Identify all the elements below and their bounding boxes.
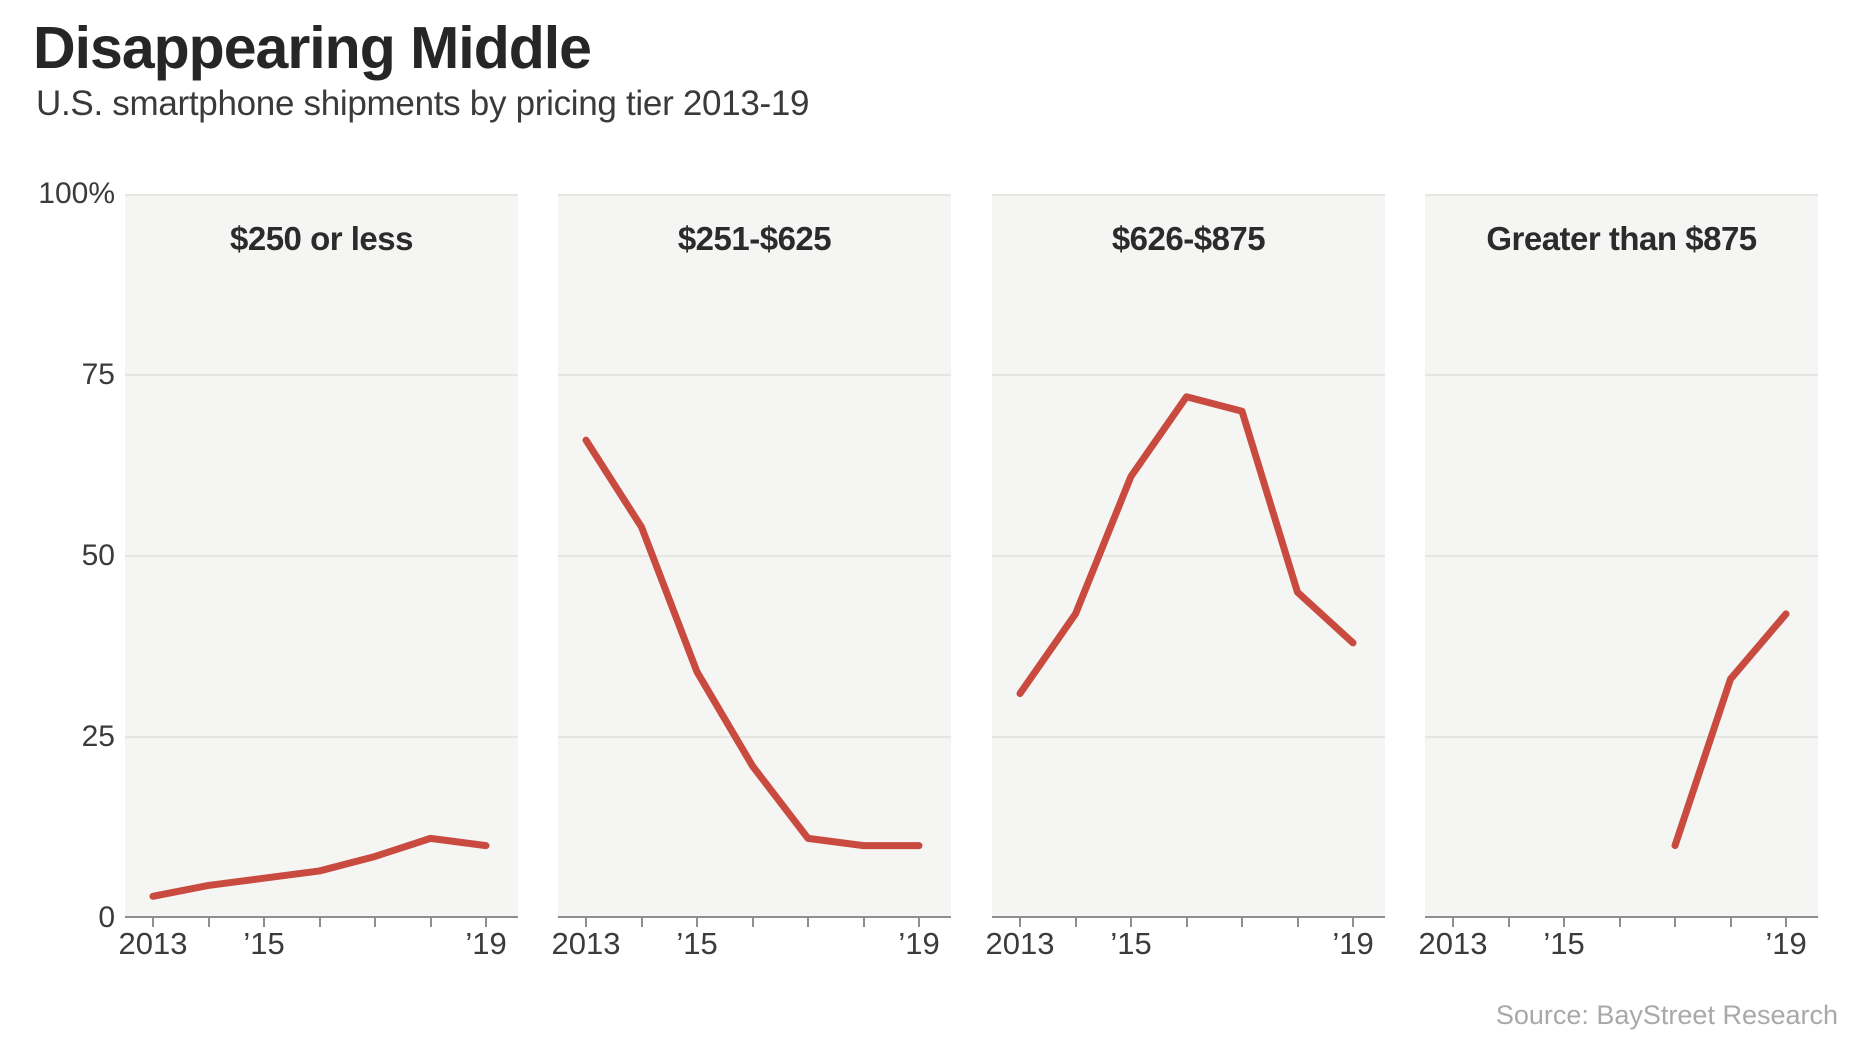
x-tick bbox=[207, 918, 210, 927]
x-tick bbox=[1618, 918, 1621, 927]
trend-line-svg bbox=[1671, 610, 1790, 850]
gridline-50 bbox=[1425, 555, 1818, 557]
trend-line bbox=[1016, 393, 1357, 698]
gridline-25 bbox=[992, 736, 1385, 738]
y-tick-label: 0 bbox=[98, 901, 115, 934]
x-tick bbox=[374, 918, 376, 927]
x-tick bbox=[318, 918, 321, 927]
panel-title: $626-$875 bbox=[1111, 220, 1266, 257]
x-tick bbox=[640, 918, 643, 927]
x-tick-label: ’19 bbox=[1765, 926, 1807, 961]
x-tick bbox=[1507, 918, 1510, 927]
x-tick bbox=[429, 918, 432, 927]
plot-area bbox=[1425, 194, 1818, 918]
x-tick bbox=[1241, 918, 1243, 927]
gridline-75 bbox=[992, 374, 1385, 376]
x-tick bbox=[807, 918, 809, 927]
chart-subtitle: U.S. smartphone shipments by pricing tie… bbox=[36, 84, 810, 123]
x-tick bbox=[485, 918, 487, 927]
trend-line bbox=[149, 834, 490, 900]
x-tick bbox=[152, 918, 154, 927]
x-tick bbox=[1674, 918, 1676, 927]
x-tick-label: 2013 bbox=[118, 926, 188, 961]
panel-title: $250 or less bbox=[230, 220, 413, 257]
trend-line-svg bbox=[582, 436, 923, 850]
gridline-75 bbox=[558, 374, 951, 376]
x-tick bbox=[1452, 918, 1454, 927]
x-tick-label: ’19 bbox=[898, 926, 940, 961]
gridline-100 bbox=[992, 194, 1385, 196]
x-tick bbox=[1785, 918, 1787, 927]
x-tick bbox=[1296, 918, 1299, 927]
x-tick-label: ’15 bbox=[1543, 926, 1585, 961]
x-tick bbox=[585, 918, 587, 927]
gridline-100 bbox=[558, 194, 951, 196]
x-tick-label: 2013 bbox=[985, 926, 1055, 961]
panel-title: Greater than $875 bbox=[1486, 220, 1757, 257]
trend-line bbox=[1671, 610, 1790, 850]
gridline-75 bbox=[125, 374, 518, 376]
y-tick-label: 50 bbox=[81, 539, 115, 572]
gridline-25 bbox=[1425, 736, 1818, 738]
gridline-50 bbox=[558, 555, 951, 557]
y-tick-label: 25 bbox=[81, 720, 115, 753]
x-tick bbox=[263, 918, 265, 927]
panel-title: $251-$625 bbox=[677, 220, 832, 257]
x-tick bbox=[1074, 918, 1077, 927]
gridline-25 bbox=[125, 736, 518, 738]
x-tick bbox=[918, 918, 920, 927]
trend-line-svg bbox=[149, 834, 490, 900]
panel-4: Greater than $875 2013 ’15 ’19 bbox=[1419, 0, 1818, 1046]
plot-area bbox=[125, 194, 518, 918]
panel-1: $250 or less 2013 ’15 ’19 bbox=[119, 0, 518, 1046]
panel-2: $251-$625 2013 ’15 ’19 bbox=[552, 0, 951, 1046]
x-tick-label: 2013 bbox=[1418, 926, 1488, 961]
gridline-50 bbox=[125, 555, 518, 557]
x-tick bbox=[1185, 918, 1188, 927]
trend-line bbox=[582, 436, 923, 850]
x-tick-label: ’15 bbox=[243, 926, 285, 961]
x-tick-label: ’19 bbox=[1332, 926, 1374, 961]
plot-area bbox=[992, 194, 1385, 918]
x-tick-label: ’15 bbox=[1110, 926, 1152, 961]
trend-line-svg bbox=[1016, 393, 1357, 698]
x-tick bbox=[1729, 918, 1732, 927]
x-tick bbox=[1130, 918, 1132, 927]
panel-3: $626-$875 2013 ’15 ’19 bbox=[986, 0, 1385, 1046]
x-tick bbox=[751, 918, 754, 927]
plot-area bbox=[558, 194, 951, 918]
gridline-75 bbox=[1425, 374, 1818, 376]
x-tick-label: ’15 bbox=[676, 926, 718, 961]
x-tick-label: ’19 bbox=[465, 926, 507, 961]
x-tick bbox=[696, 918, 698, 927]
y-tick-label: 75 bbox=[81, 358, 115, 391]
source-note: Source: BayStreet Research bbox=[1495, 1000, 1838, 1030]
gridline-100 bbox=[1425, 194, 1818, 196]
x-tick-label: 2013 bbox=[551, 926, 621, 961]
x-tick bbox=[862, 918, 865, 927]
x-tick bbox=[1019, 918, 1021, 927]
y-tick-label: 100% bbox=[38, 177, 115, 210]
gridline-50 bbox=[992, 555, 1385, 557]
chart-title: Disappearing Middle bbox=[33, 15, 592, 81]
gridline-100 bbox=[125, 194, 518, 196]
gridline-25 bbox=[558, 736, 951, 738]
x-tick bbox=[1352, 918, 1354, 927]
x-tick bbox=[1563, 918, 1565, 927]
